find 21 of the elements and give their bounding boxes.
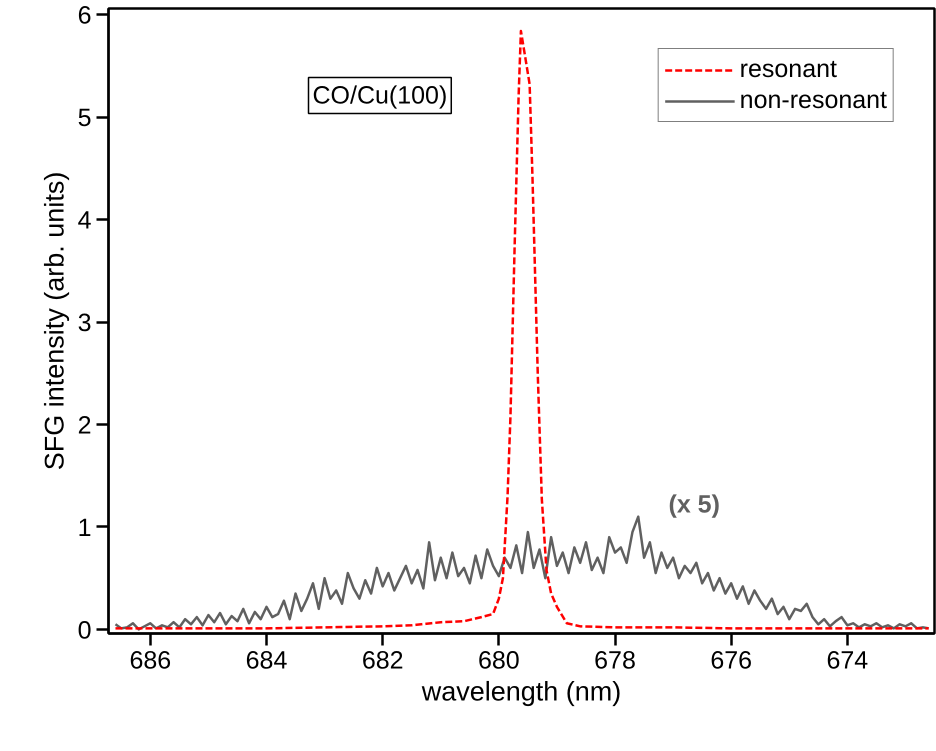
y-axis-title: SFG intensity (arb. units) <box>40 172 70 470</box>
x-tick-label: 676 <box>710 646 752 674</box>
y-tick-label: 1 <box>78 514 92 542</box>
legend-label: non-resonant <box>740 86 887 115</box>
annotation: CO/Cu(100) <box>312 82 448 110</box>
x-axis-title: wavelength (nm) <box>420 676 622 706</box>
x-tick-label: 674 <box>826 646 868 674</box>
y-tick-label: 2 <box>78 411 92 440</box>
x-tick-label: 686 <box>129 646 172 674</box>
annotation: (x 5) <box>668 490 720 518</box>
x-tick-label: 684 <box>246 646 288 674</box>
x-tick-label: 682 <box>362 646 404 674</box>
y-tick-label: 3 <box>78 309 92 338</box>
line-series <box>114 30 930 630</box>
y-tick-label: 6 <box>78 2 92 30</box>
y-tick-label: 0 <box>78 616 92 644</box>
y-tick-label: 5 <box>78 104 92 132</box>
x-tick-label: 678 <box>594 646 636 674</box>
y-tick-label: 4 <box>78 206 92 235</box>
x-tick-label: 680 <box>478 646 520 674</box>
legend-label: resonant <box>740 55 837 84</box>
